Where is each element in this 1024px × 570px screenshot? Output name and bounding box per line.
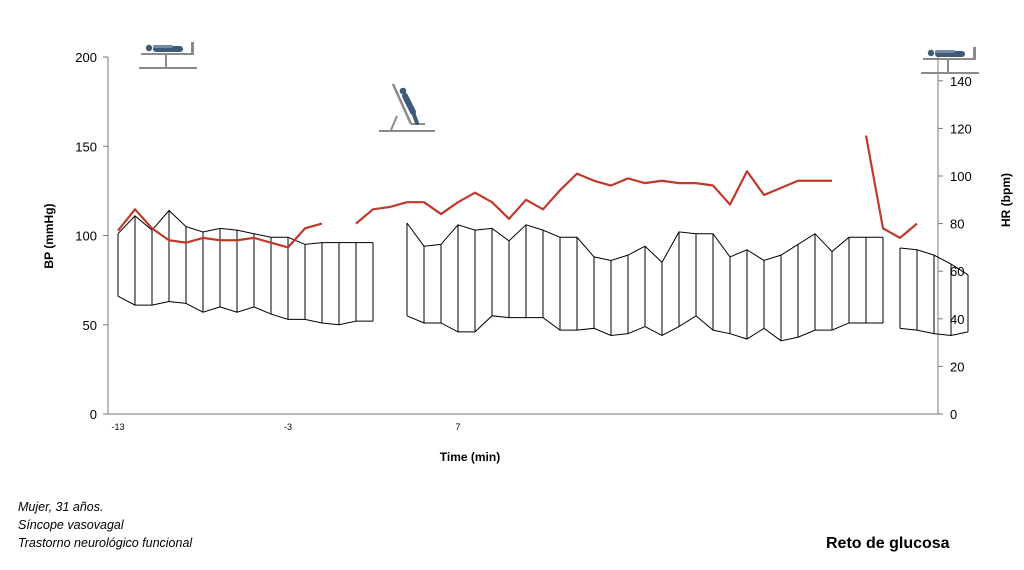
tilted-patient-icon [379,83,435,132]
chart-title: Reto de glucosa [826,535,950,552]
right-y-ticks: 0 20 40 60 80 100 120 140 [938,74,972,422]
hr-line [864,135,918,239]
left-tick-label: 150 [75,139,97,154]
note-patient: Mujer, 31 años. [18,500,104,514]
right-tick-label: 100 [950,169,972,184]
right-tick-label: 120 [950,121,972,136]
left-y-ticks: 0 50 100 150 200 [75,50,108,422]
x-tick-label: -3 [284,422,292,432]
axes [107,57,939,415]
right-tick-label: 0 [950,407,957,422]
right-tick-label: 20 [950,359,964,374]
y-axis-right-label: HR (bpm) [999,173,1013,227]
right-tick-label: 60 [950,264,964,279]
right-tick-label: 80 [950,217,964,232]
position-icons [139,42,979,132]
x-tick-label: 7 [455,422,460,432]
right-tick-label: 140 [950,74,972,89]
hr-lines [117,135,918,249]
left-tick-label: 100 [75,229,97,244]
x-ticks: -13 -3 7 [111,422,460,432]
systolic-line [117,209,373,245]
note-diagnosis: Síncope vasovagal [18,518,124,532]
left-tick-label: 0 [90,407,97,422]
left-tick-label: 50 [83,318,97,333]
hr-line [355,170,832,225]
bp-range-bars [117,209,969,342]
x-tick-label: -13 [111,422,124,432]
diastolic-line [117,295,373,326]
hr-line [117,208,323,249]
supine-patient-icon [139,42,197,69]
y-axis-left-label: BP (mmHg) [42,203,56,268]
x-axis-label: Time (min) [440,450,500,464]
left-tick-label: 200 [75,50,97,65]
right-tick-label: 40 [950,312,964,327]
note-disorder: Trastorno neurológico funcional [18,536,193,550]
supine-patient-icon [921,47,979,74]
